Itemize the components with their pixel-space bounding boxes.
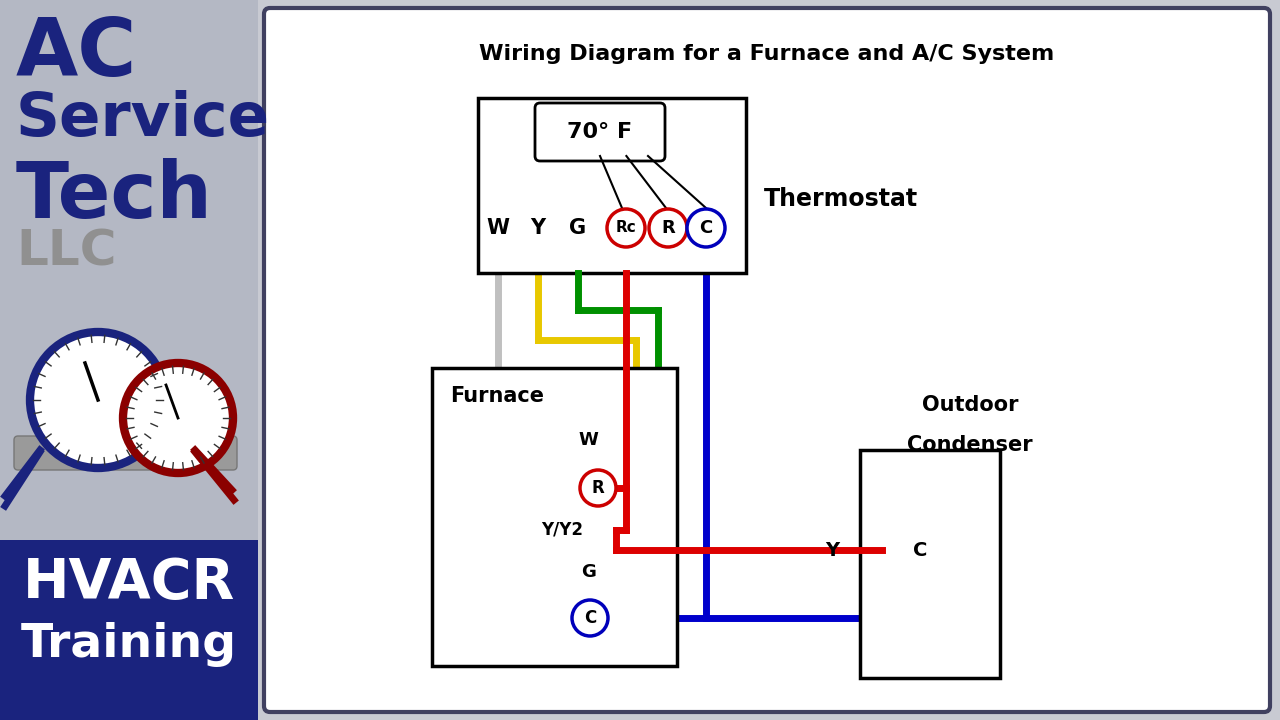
Text: 70° F: 70° F <box>567 122 632 142</box>
Circle shape <box>29 332 166 468</box>
Text: C: C <box>699 219 713 237</box>
Text: Tech: Tech <box>15 158 212 234</box>
Circle shape <box>123 363 233 473</box>
Text: Y: Y <box>530 218 545 238</box>
Text: Condenser: Condenser <box>908 435 1033 455</box>
Circle shape <box>572 600 608 636</box>
Text: Rc: Rc <box>616 220 636 235</box>
FancyBboxPatch shape <box>860 450 1000 678</box>
Circle shape <box>687 209 724 247</box>
Text: W: W <box>579 431 598 449</box>
FancyBboxPatch shape <box>477 98 746 273</box>
Text: Service: Service <box>15 90 270 149</box>
Circle shape <box>649 209 687 247</box>
Text: Furnace: Furnace <box>451 386 544 406</box>
Text: LLC: LLC <box>15 228 116 276</box>
Circle shape <box>580 470 616 506</box>
Text: W: W <box>486 218 509 238</box>
FancyBboxPatch shape <box>0 0 259 720</box>
Text: Y: Y <box>824 541 840 559</box>
Text: C: C <box>913 541 927 559</box>
Text: Thermostat: Thermostat <box>764 187 918 212</box>
Circle shape <box>607 209 645 247</box>
FancyBboxPatch shape <box>0 540 259 720</box>
FancyBboxPatch shape <box>535 103 666 161</box>
Text: Training: Training <box>20 622 237 667</box>
Text: R: R <box>591 479 604 497</box>
Text: C: C <box>584 609 596 627</box>
Text: Y/Y2: Y/Y2 <box>541 521 582 539</box>
Text: R: R <box>662 219 675 237</box>
Text: G: G <box>581 563 596 581</box>
Text: Wiring Diagram for a Furnace and A/C System: Wiring Diagram for a Furnace and A/C Sys… <box>480 44 1055 64</box>
FancyBboxPatch shape <box>433 368 677 666</box>
Text: Outdoor: Outdoor <box>922 395 1019 415</box>
FancyBboxPatch shape <box>14 436 237 470</box>
FancyBboxPatch shape <box>264 8 1270 712</box>
Text: G: G <box>570 218 586 238</box>
Text: HVACR: HVACR <box>23 556 236 610</box>
Text: AC: AC <box>15 15 137 93</box>
